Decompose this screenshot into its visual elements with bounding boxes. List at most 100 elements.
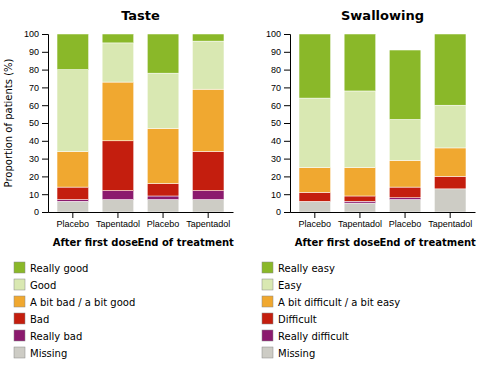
tick-label: Tapentadol bbox=[186, 219, 230, 229]
bar-segment bbox=[299, 98, 331, 167]
bar-segment bbox=[147, 196, 179, 200]
tick: 0 bbox=[34, 207, 48, 217]
legend-swatch bbox=[14, 296, 25, 307]
bar-segment bbox=[434, 105, 466, 148]
tick-label: Placebo bbox=[299, 219, 332, 229]
tick-label: 70 bbox=[271, 83, 281, 93]
legend-item: Really bad bbox=[14, 330, 82, 342]
legend-label: A bit difficult / a bit easy bbox=[278, 297, 400, 308]
bar-segment bbox=[344, 196, 376, 201]
tick-label: Tapentadol bbox=[428, 219, 472, 229]
tick-mark bbox=[284, 123, 290, 124]
tick-label: 50 bbox=[29, 118, 39, 128]
tick-mark bbox=[284, 194, 290, 195]
tick-mark bbox=[42, 123, 48, 124]
tick-mark bbox=[42, 87, 48, 88]
bar-segment bbox=[299, 168, 331, 193]
bar-segment bbox=[389, 119, 421, 160]
bar-segment bbox=[147, 184, 179, 196]
tick: 30 bbox=[29, 154, 48, 164]
bar-segment bbox=[389, 160, 421, 187]
group-label: End of treatment bbox=[379, 237, 476, 248]
x-axis: PlaceboTapentadolPlaceboTapentadol bbox=[49, 212, 234, 229]
bar-segment bbox=[102, 141, 134, 191]
axis-line bbox=[42, 35, 49, 213]
legend-item: Missing bbox=[14, 347, 67, 359]
tick-label: Placebo bbox=[147, 219, 180, 229]
tick: 20 bbox=[29, 172, 48, 182]
tick: 40 bbox=[271, 136, 290, 146]
bar-segment bbox=[299, 201, 331, 212]
tick: Placebo bbox=[299, 212, 332, 229]
tick-label: 0 bbox=[276, 207, 281, 217]
legend-swatch bbox=[262, 279, 273, 290]
tick-label: 10 bbox=[271, 190, 281, 200]
tick-mark bbox=[42, 105, 48, 106]
tick-label: 90 bbox=[29, 47, 39, 57]
legend-label: Bad bbox=[30, 314, 49, 325]
tick: 50 bbox=[271, 118, 290, 128]
tick: Placebo bbox=[57, 212, 90, 229]
tick-mark bbox=[284, 52, 290, 53]
bar-series bbox=[299, 34, 466, 119]
group-label: After first dose bbox=[295, 237, 381, 248]
tick-label: Tapentadol bbox=[338, 219, 382, 229]
legend-item: Missing bbox=[262, 347, 315, 359]
tick-mark bbox=[284, 70, 290, 71]
bar-segment bbox=[344, 168, 376, 196]
tick: 90 bbox=[271, 47, 290, 57]
legend-label: Good bbox=[30, 280, 56, 291]
bars bbox=[57, 34, 224, 212]
legend-label: Difficult bbox=[278, 314, 317, 325]
tick-label: 20 bbox=[271, 172, 281, 182]
tick: Tapentadol bbox=[186, 212, 230, 229]
bar-segment bbox=[389, 200, 421, 212]
bar-segment bbox=[57, 70, 89, 152]
bars bbox=[299, 34, 466, 212]
legend-swatch bbox=[262, 347, 273, 358]
legend-label: A bit bad / a bit good bbox=[30, 297, 135, 308]
tick: 0 bbox=[276, 207, 290, 217]
bar-segment bbox=[147, 200, 179, 212]
title: Swallowing bbox=[341, 8, 424, 23]
tick: 20 bbox=[271, 172, 290, 182]
tick-mark bbox=[405, 212, 406, 218]
tick-label: 70 bbox=[29, 83, 39, 93]
tick-mark bbox=[284, 159, 290, 160]
tick-mark bbox=[72, 212, 73, 218]
tick: Placebo bbox=[389, 212, 422, 229]
tick: 70 bbox=[271, 83, 290, 93]
tick-label: 40 bbox=[29, 136, 39, 146]
tick-mark bbox=[284, 176, 290, 177]
tick: 80 bbox=[271, 65, 290, 75]
bar-segment bbox=[57, 151, 89, 187]
tick-label: 90 bbox=[271, 47, 281, 57]
tick-mark bbox=[284, 141, 290, 142]
legend-item: Really difficult bbox=[262, 330, 349, 342]
legend-item: Bad bbox=[14, 313, 49, 325]
title: Taste bbox=[121, 8, 160, 23]
tick-label: 100 bbox=[24, 29, 39, 39]
tick: 50 bbox=[29, 118, 48, 128]
bar-segment bbox=[147, 73, 179, 128]
bar-segment bbox=[192, 200, 224, 212]
tick: 90 bbox=[29, 47, 48, 57]
bar-segment bbox=[147, 34, 179, 73]
legend-item: A bit bad / a bit good bbox=[14, 296, 135, 308]
legend-label: Missing bbox=[278, 348, 315, 359]
tick-mark bbox=[359, 212, 360, 218]
tick-mark bbox=[450, 212, 451, 218]
legend-label: Really easy bbox=[278, 263, 335, 274]
bar-segment bbox=[434, 176, 466, 188]
legend-label: Really bad bbox=[30, 331, 82, 342]
legend-label: Easy bbox=[278, 280, 302, 291]
tick-label: 10 bbox=[29, 190, 39, 200]
tick-mark bbox=[42, 176, 48, 177]
tick-mark bbox=[284, 105, 290, 106]
bar-series bbox=[57, 200, 224, 212]
bar-segment bbox=[192, 191, 224, 200]
x-axis: Placebo Tapentadol Placebo Tapentadol bbox=[291, 212, 476, 229]
y-axis-title: Proportion of patients (%) bbox=[3, 58, 14, 187]
bar-segment bbox=[102, 82, 134, 141]
tick-mark bbox=[284, 212, 290, 213]
